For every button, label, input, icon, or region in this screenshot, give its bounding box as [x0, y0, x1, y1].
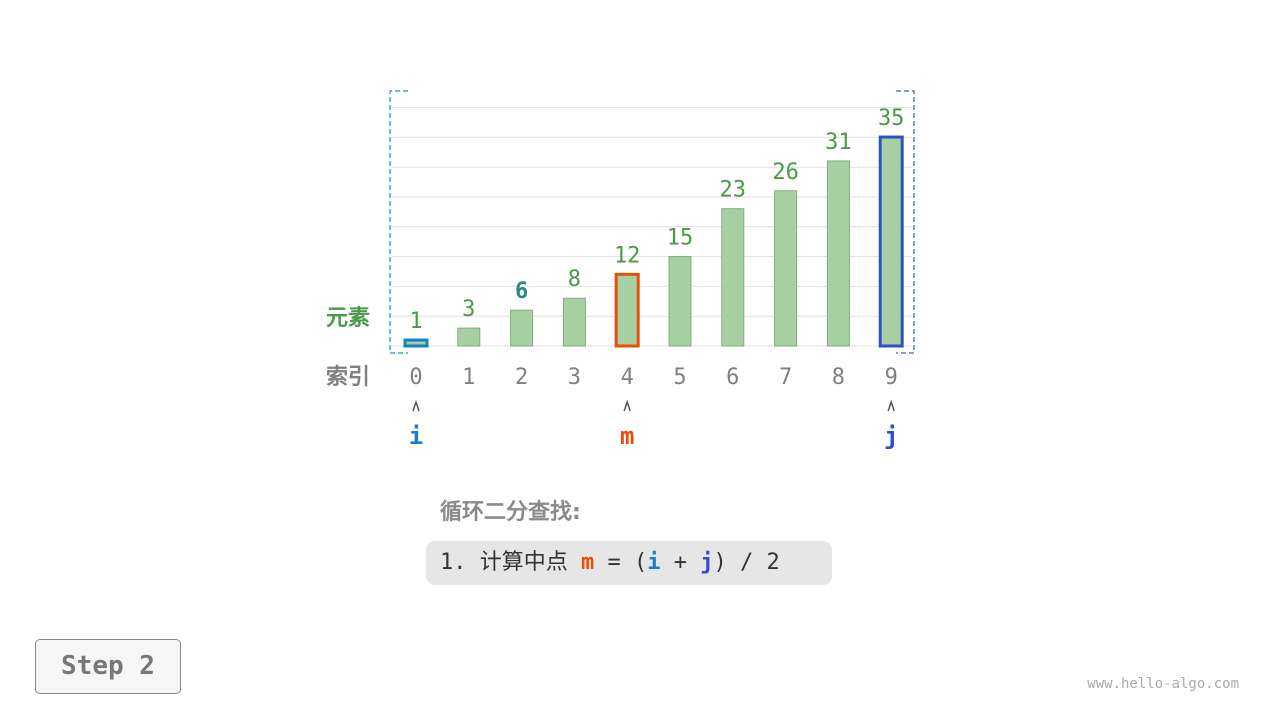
- var-i: i: [647, 550, 661, 575]
- pointer-arrow-icon: [412, 399, 420, 412]
- index-label: 2: [515, 365, 528, 390]
- bar: [403, 338, 429, 348]
- pointer-arrow-icon: [623, 399, 631, 412]
- step-description: 1. 计算中点 m = (i + j) / 2: [426, 541, 832, 585]
- step-button[interactable]: Step 2: [35, 639, 181, 694]
- bar: [562, 297, 586, 347]
- pointer-i: i: [409, 422, 423, 450]
- index-label: 9: [885, 365, 898, 390]
- pointer-m: m: [620, 422, 634, 450]
- value-label: 35: [878, 106, 905, 131]
- index-label: 8: [832, 365, 845, 390]
- value-label: 8: [568, 267, 581, 292]
- bar: [721, 208, 745, 347]
- index-label: 0: [409, 365, 422, 390]
- bar: [826, 160, 850, 347]
- var-m: m: [580, 550, 595, 575]
- step-text: +: [660, 550, 701, 575]
- elements-label: 元素: [326, 306, 371, 331]
- bar: [457, 327, 481, 347]
- bar: [774, 190, 798, 347]
- range-bracket-right: [896, 90, 915, 354]
- value-label: 15: [667, 225, 694, 250]
- value-label: 6: [515, 279, 528, 304]
- bar: [510, 309, 534, 347]
- pointer-j: j: [884, 422, 898, 450]
- index-label: 7: [779, 365, 792, 390]
- step-text: ) / 2: [713, 550, 780, 575]
- value-label: 23: [720, 178, 747, 203]
- indices-label: 索引: [326, 365, 371, 390]
- index-label: 1: [462, 365, 475, 390]
- value-label: 31: [825, 130, 852, 155]
- bar: [668, 255, 692, 347]
- index-label: 3: [568, 365, 581, 390]
- watermark: www.hello-algo.com: [1087, 676, 1239, 692]
- range-bracket-left: [389, 90, 408, 354]
- step-text: 1. 计算中点: [440, 550, 581, 575]
- step-text: = (: [594, 550, 648, 575]
- value-label: 1: [409, 309, 422, 334]
- value-label: 26: [772, 160, 799, 185]
- index-label: 6: [726, 365, 739, 390]
- index-label: 5: [673, 365, 686, 390]
- algorithm-title: 循环二分查找:: [440, 500, 581, 525]
- pointer-arrow-icon: [887, 399, 895, 412]
- value-label: 12: [614, 243, 641, 268]
- bar: [614, 272, 640, 348]
- value-label: 3: [462, 297, 475, 322]
- var-j: j: [700, 550, 714, 575]
- bar: [878, 135, 904, 348]
- index-label: 4: [621, 365, 634, 390]
